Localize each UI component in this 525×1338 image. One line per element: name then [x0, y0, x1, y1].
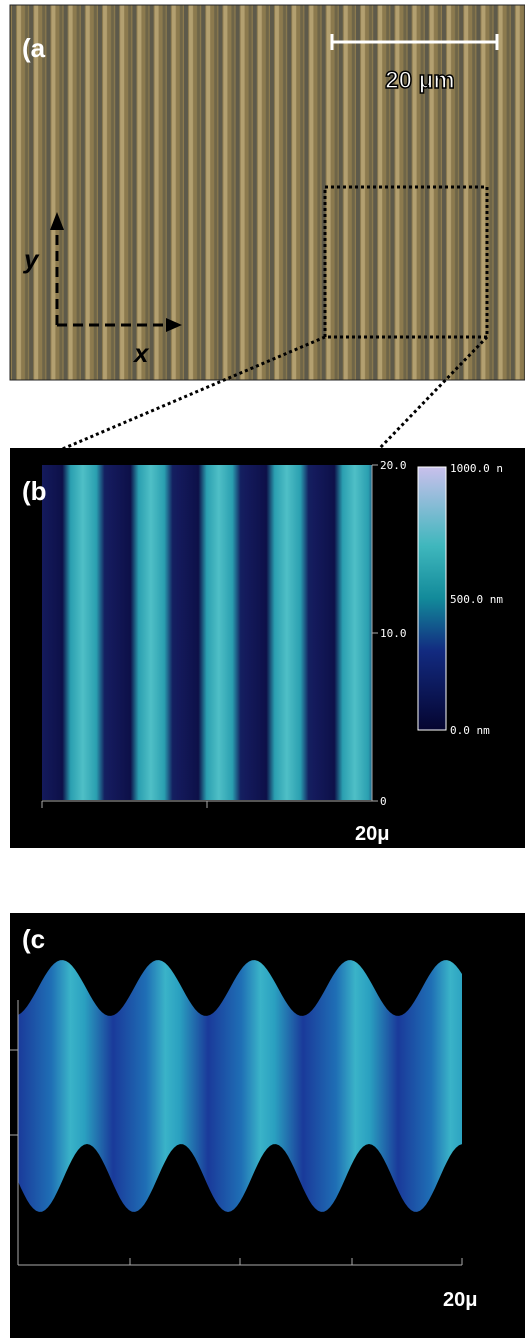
- panel-label: (b: [22, 476, 47, 506]
- scale-text: 20μ: [443, 1289, 477, 1311]
- colorbar-label: 1000.0 n: [450, 462, 503, 475]
- colorbar-label: 0.0 nm: [450, 724, 490, 737]
- axis-y: y: [22, 244, 40, 274]
- colorbar-label: 500.0 nm: [450, 593, 503, 606]
- optical-image: [10, 5, 525, 380]
- y-tick-label: 10.0: [380, 627, 407, 640]
- colorbar: [418, 467, 446, 730]
- axis-x: x: [132, 338, 150, 368]
- figure: (a 20 μm y x (b 20.0 10.0 0 1000.0 n 500…: [0, 0, 525, 1338]
- afm-image: [42, 465, 372, 800]
- y-tick-label: 0: [380, 795, 387, 808]
- panel-label: (a: [22, 33, 46, 63]
- page: (a 20 μm y x (b 20.0 10.0 0 1000.0 n 500…: [0, 0, 525, 1338]
- scale-text: 20μ: [355, 823, 389, 845]
- y-tick-label: 20.0: [380, 459, 407, 472]
- scale-text: 20 μm: [385, 67, 454, 94]
- panel-label: (c: [22, 924, 45, 954]
